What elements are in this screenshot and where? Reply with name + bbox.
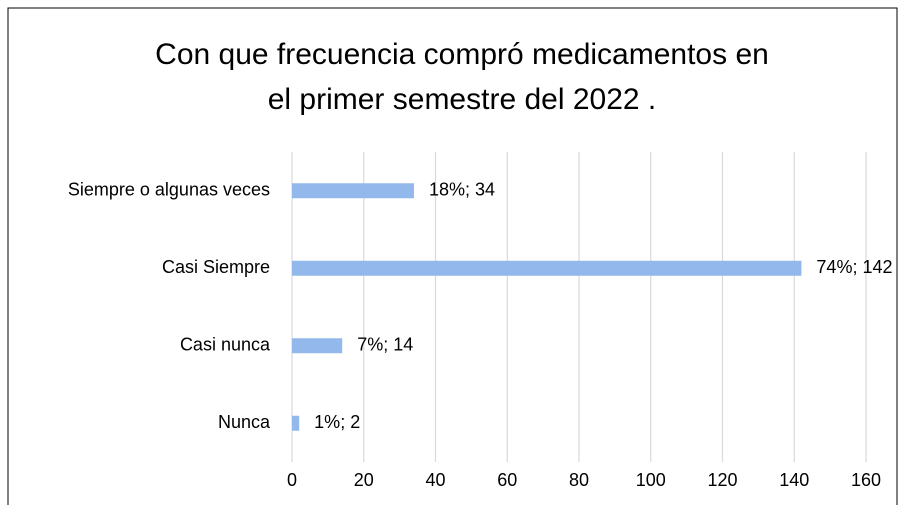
y-tick-label: Casi Siempre [162, 257, 270, 277]
y-tick-label: Nunca [218, 412, 271, 432]
y-tick-label: Siempre o algunas veces [68, 180, 270, 200]
x-tick-label: 0 [287, 470, 297, 490]
data-label: 74%; 142 [816, 257, 892, 277]
x-tick-label: 140 [779, 470, 809, 490]
x-tick-label: 160 [851, 470, 881, 490]
chart-title: el primer semestre del 2022 . [268, 83, 657, 116]
x-tick-label: 120 [707, 470, 737, 490]
data-label: 18%; 34 [429, 180, 495, 200]
x-tick-label: 40 [425, 470, 445, 490]
x-tick-label: 20 [354, 470, 374, 490]
data-label: 1%; 2 [314, 412, 360, 432]
x-tick-label: 60 [497, 470, 517, 490]
chart-title: Con que frecuencia compró medicamentos e… [155, 38, 769, 71]
bar [292, 415, 300, 431]
bar [292, 260, 802, 276]
chart-frame [7, 7, 898, 505]
bar [292, 183, 414, 199]
x-tick-label: 80 [569, 470, 589, 490]
bar [292, 338, 343, 354]
data-label: 7%; 14 [357, 335, 413, 355]
x-tick-label: 100 [636, 470, 666, 490]
y-tick-label: Casi nunca [180, 335, 271, 355]
